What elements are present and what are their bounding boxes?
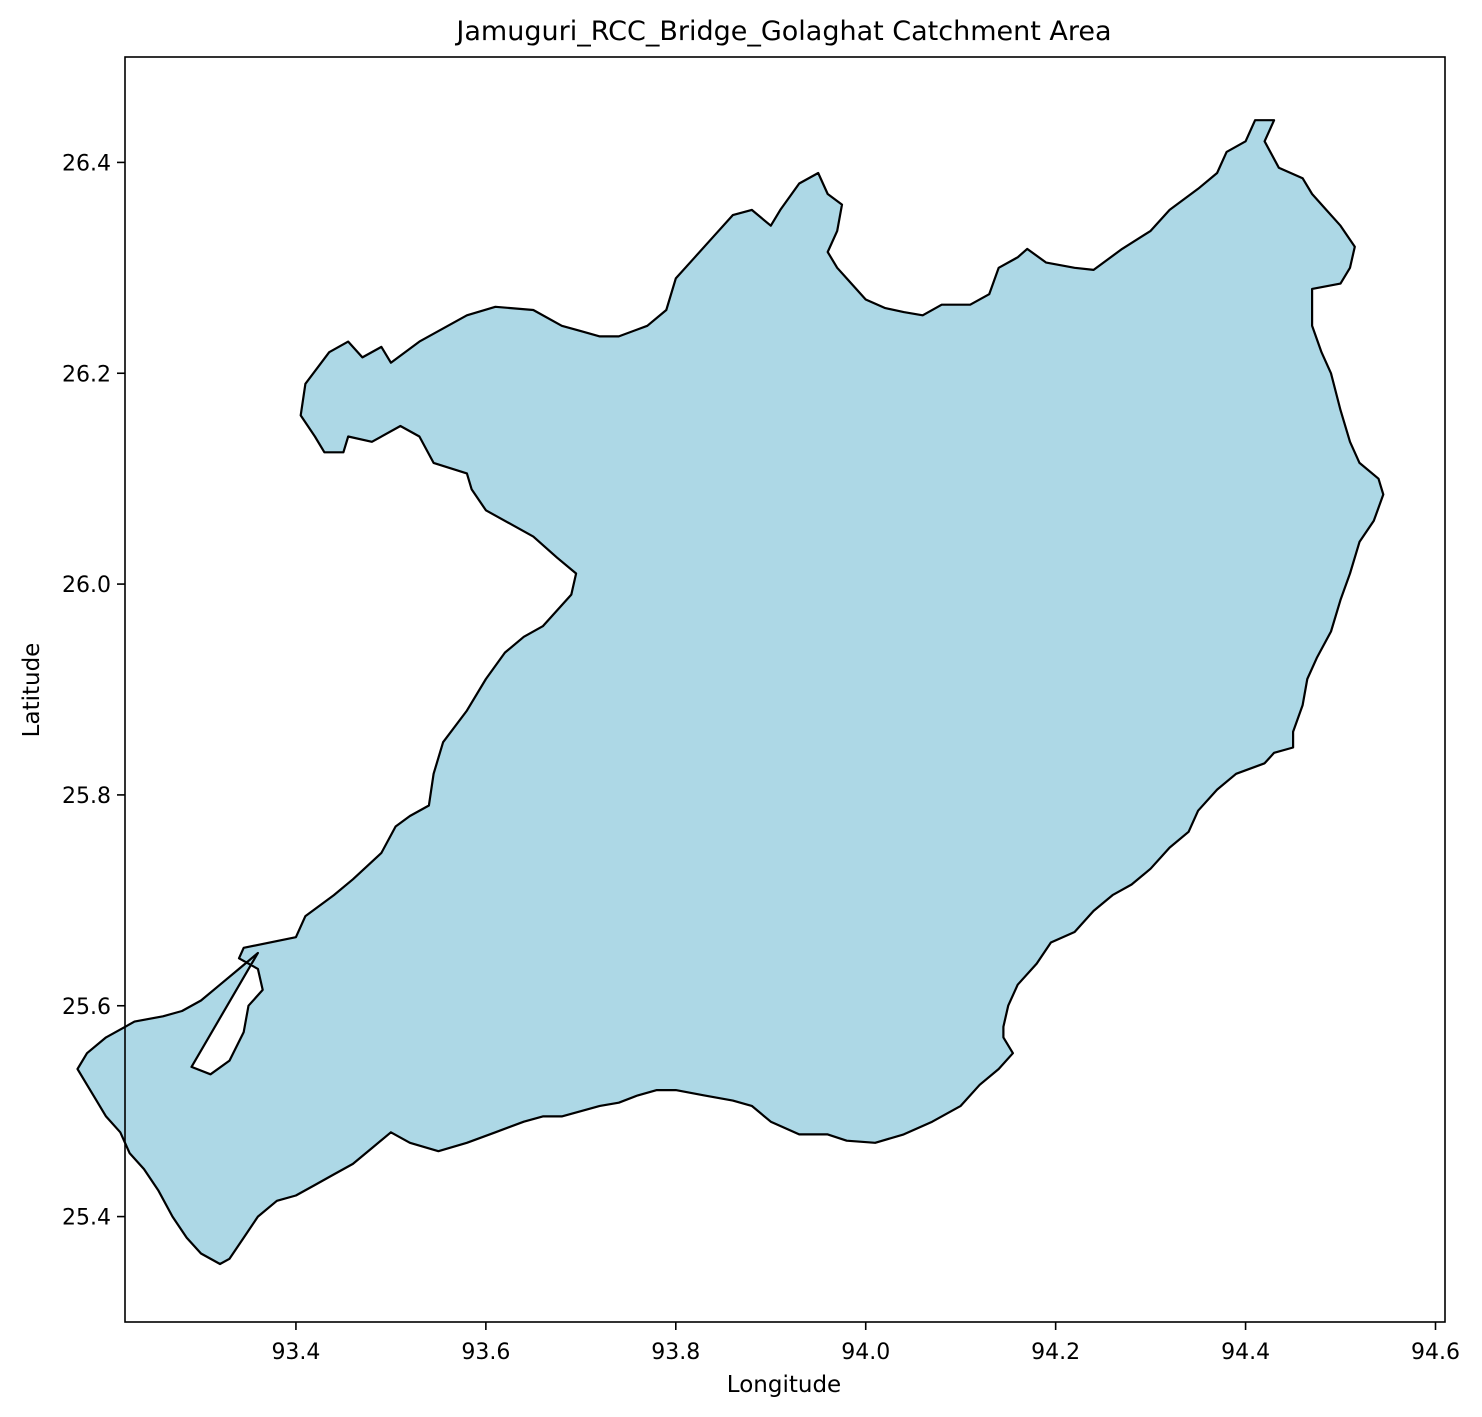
x-axis-label: Longitude bbox=[727, 1372, 841, 1398]
x-tick-label: 93.4 bbox=[271, 1340, 320, 1365]
y-tick-label: 26.2 bbox=[62, 362, 111, 387]
x-tick-label: 93.6 bbox=[461, 1340, 510, 1365]
plot-area bbox=[76, 56, 1446, 1323]
chart-title: Jamuguri_RCC_Bridge_Golaghat Catchment A… bbox=[454, 16, 1111, 47]
y-tick-label: 26.4 bbox=[62, 151, 111, 176]
y-tick-label: 25.4 bbox=[62, 1206, 111, 1231]
x-tick-label: 94.4 bbox=[1221, 1340, 1270, 1365]
x-tick-label: 93.8 bbox=[651, 1340, 700, 1365]
x-tick-label: 94.0 bbox=[841, 1340, 890, 1365]
y-axis-label: Latitude bbox=[19, 643, 45, 738]
x-tick-label: 94.2 bbox=[1031, 1340, 1080, 1365]
x-tick-label: 94.6 bbox=[1411, 1340, 1460, 1365]
x-axis-ticks: 93.4 93.6 93.8 94.0 94.2 94.4 94.6 bbox=[271, 1322, 1460, 1365]
y-axis-ticks: 25.4 25.6 25.8 26.0 26.2 26.4 bbox=[62, 151, 125, 1231]
y-tick-label: 25.8 bbox=[62, 784, 111, 809]
axes-frame bbox=[124, 56, 1446, 1323]
y-tick-label: 26.0 bbox=[62, 573, 111, 598]
y-tick-label: 25.6 bbox=[62, 995, 111, 1020]
catchment-polygon bbox=[76, 119, 1385, 1266]
